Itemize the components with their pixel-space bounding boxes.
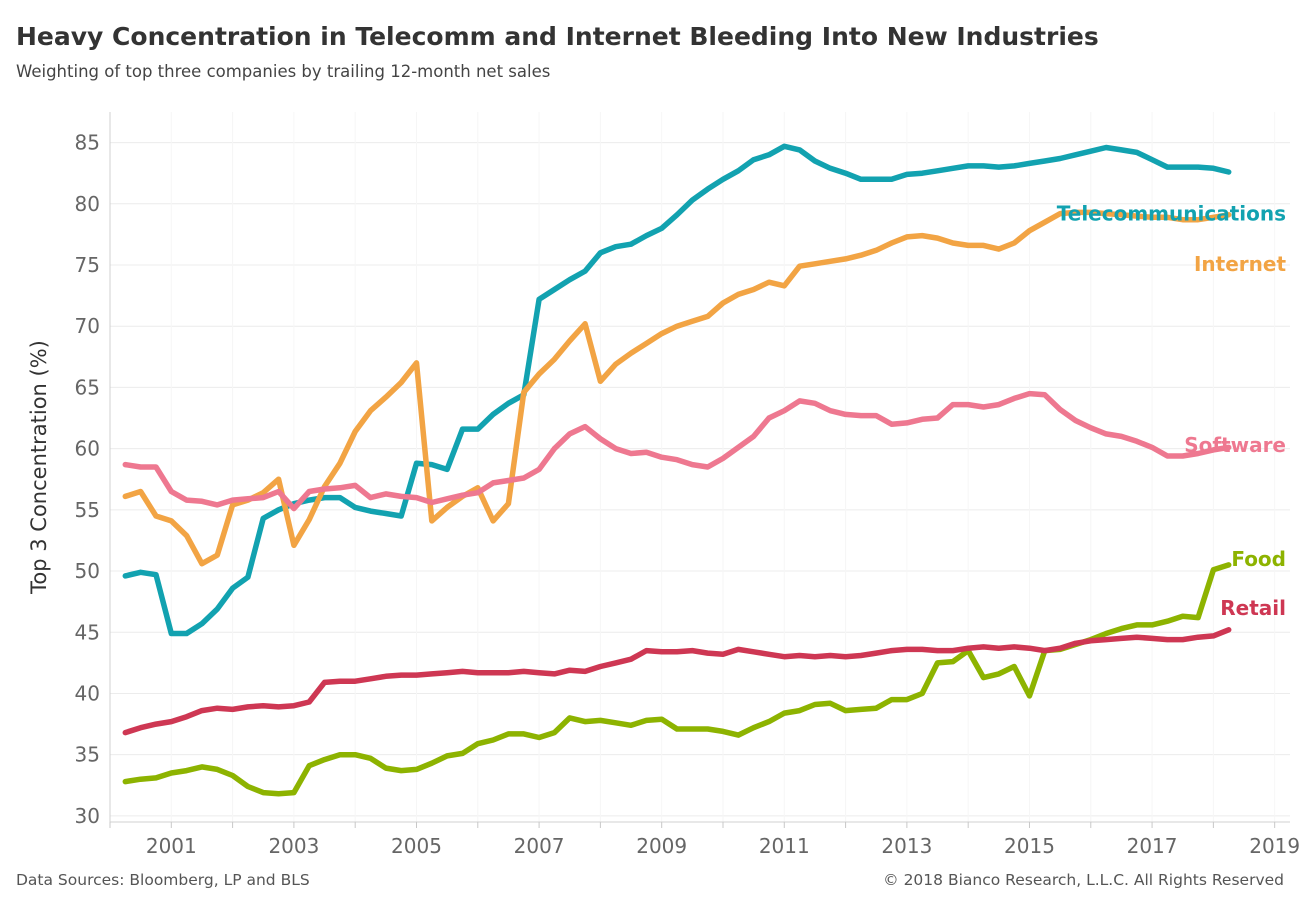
x-tick-label: 2013 bbox=[881, 834, 932, 858]
x-tick-label: 2009 bbox=[636, 834, 687, 858]
y-tick-label: 55 bbox=[75, 498, 100, 522]
x-tick-label: 2005 bbox=[391, 834, 442, 858]
series-line-internet bbox=[122, 209, 1232, 567]
y-tick-label: 45 bbox=[75, 620, 100, 644]
series-line-food bbox=[122, 562, 1232, 797]
y-tick-label: 80 bbox=[75, 192, 100, 216]
y-tick-label: 70 bbox=[75, 314, 100, 338]
data-sources-note: Data Sources: Bloomberg, LP and BLS bbox=[16, 871, 310, 889]
y-tick-label: 60 bbox=[75, 437, 100, 461]
series-lines bbox=[122, 143, 1232, 797]
x-tick-label: 2007 bbox=[514, 834, 565, 858]
series-label-software: Software bbox=[1184, 433, 1286, 457]
x-tick-label: 2017 bbox=[1127, 834, 1178, 858]
chart-title: Heavy Concentration in Telecomm and Inte… bbox=[16, 22, 1099, 51]
axes: 30 35 40 45 50 55 60 65 70 75 80 85 2001 2003 2005 2007… bbox=[27, 112, 1300, 858]
x-tick-label: 2015 bbox=[1004, 834, 1055, 858]
y-tick-label: 65 bbox=[75, 375, 100, 399]
series-label-food: Food bbox=[1231, 547, 1286, 571]
series-line-retail bbox=[122, 627, 1232, 736]
x-tick-label: 2003 bbox=[268, 834, 319, 858]
series-labels: Telecommunications Internet Software Food Re… bbox=[1057, 202, 1287, 620]
x-tick-label: 2001 bbox=[146, 834, 197, 858]
copyright-note: © 2018 Bianco Research, L.L.C. All Right… bbox=[883, 871, 1284, 889]
series-label-telecommunications: Telecommunications bbox=[1057, 202, 1286, 226]
y-tick-label: 85 bbox=[75, 131, 100, 155]
x-tick-label: 2011 bbox=[759, 834, 810, 858]
series-label-retail: Retail bbox=[1220, 596, 1286, 620]
y-tick-label: 40 bbox=[75, 681, 100, 705]
x-tick-label: 2019 bbox=[1249, 834, 1300, 858]
series-line-telecommunications bbox=[122, 143, 1232, 637]
y-axis-title: Top 3 Concentration (%) bbox=[27, 340, 51, 595]
y-tick-label: 50 bbox=[75, 559, 100, 583]
y-tick-label: 75 bbox=[75, 253, 100, 277]
y-tick-label: 30 bbox=[75, 804, 100, 828]
series-line-software bbox=[122, 390, 1232, 512]
series-label-internet: Internet bbox=[1194, 252, 1286, 276]
chart-subtitle: Weighting of top three companies by trai… bbox=[16, 62, 551, 81]
y-tick-label: 35 bbox=[75, 743, 100, 767]
